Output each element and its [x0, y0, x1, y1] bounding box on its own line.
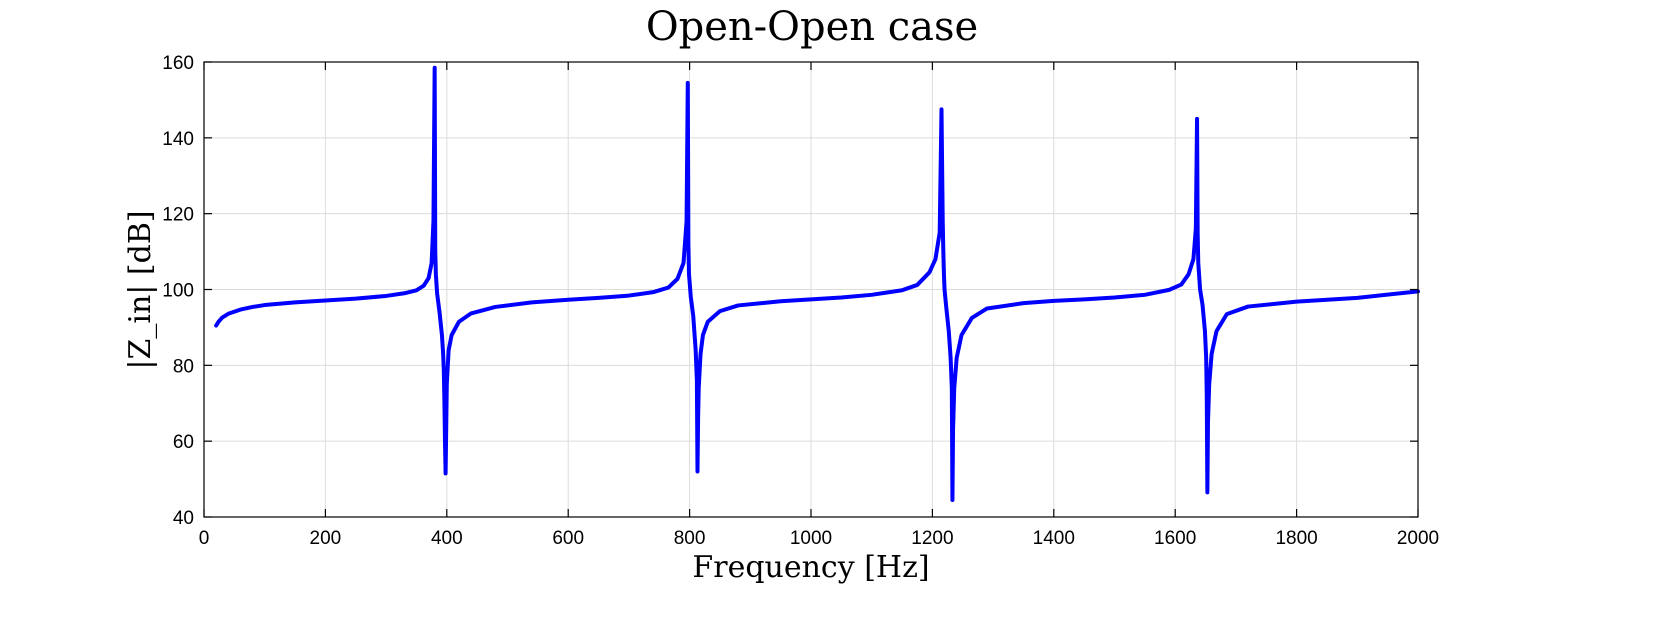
x-tick-label: 2000	[1397, 528, 1439, 549]
y-axis-label: |Z_in| [dB]	[123, 210, 158, 369]
x-tick-label: 600	[552, 528, 584, 549]
y-tick-label: 120	[162, 205, 194, 226]
x-tick-labels: 0 200 400 600 800 1000 1200 1400 1600 1800 2000	[199, 528, 1439, 549]
x-tick-label: 1200	[911, 528, 953, 549]
tick-marks	[203, 61, 1419, 518]
y-tick-label: 100	[162, 281, 194, 302]
series-line-1	[214, 65, 1420, 502]
y-tick-label: 40	[173, 508, 194, 529]
x-axis-label: Frequency [Hz]	[692, 550, 929, 585]
y-tick-labels: 40 60 80 100 120 140 160	[162, 53, 194, 529]
x-tick-label: 200	[310, 528, 342, 549]
y-tick-label: 160	[162, 53, 194, 74]
x-tick-label: 0	[199, 528, 210, 549]
x-tick-label: 1800	[1275, 528, 1317, 549]
series-layer	[214, 65, 1420, 502]
chart-title: Open-Open case	[646, 4, 978, 50]
y-tick-label: 60	[173, 432, 194, 453]
x-tick-label: 1400	[1033, 528, 1075, 549]
x-tick-label: 800	[674, 528, 706, 549]
y-tick-label: 140	[162, 129, 194, 150]
x-tick-label: 1000	[790, 528, 832, 549]
x-tick-label: 400	[431, 528, 463, 549]
y-tick-label: 80	[173, 356, 194, 377]
x-tick-label: 1600	[1154, 528, 1196, 549]
grid	[204, 62, 1418, 517]
